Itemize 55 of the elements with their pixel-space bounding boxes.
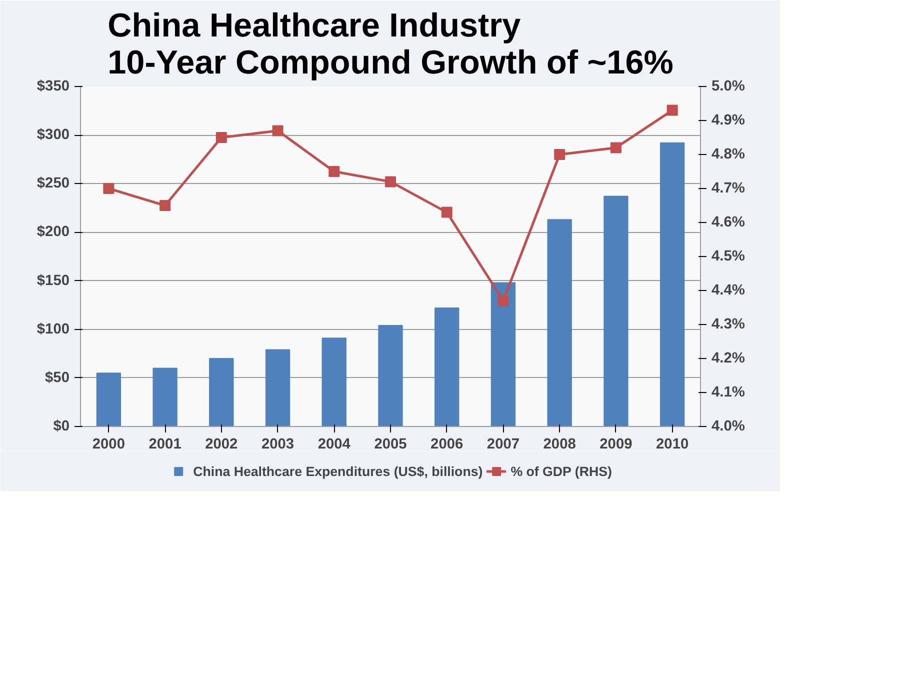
point	[666, 104, 678, 116]
x-tick-label: 2004	[318, 436, 352, 452]
y2-tick-label: 4.7%	[712, 180, 745, 196]
point	[498, 295, 509, 306]
point	[160, 200, 171, 211]
bar	[322, 338, 346, 426]
y2-tick-label: 4.9%	[712, 112, 745, 128]
x-tick-label: 2000	[92, 436, 125, 452]
y2-tick-label: 4.5%	[712, 248, 745, 264]
y-tick-label: $100	[36, 321, 70, 338]
y-tick-label: $300	[36, 127, 70, 144]
y2-tick-label: 4.3%	[712, 316, 745, 332]
point	[272, 125, 284, 136]
bar	[547, 219, 572, 426]
y2-tick-label: 4.4%	[712, 282, 745, 298]
bar	[152, 368, 178, 426]
y2-tick-label: 4.0%	[712, 418, 745, 434]
point	[328, 166, 340, 177]
x-tick-label: 2001	[148, 436, 182, 452]
y2-tick-label: 4.1%	[712, 384, 745, 400]
point	[441, 206, 452, 218]
x-tick-label: 2005	[374, 436, 407, 452]
legend-label: China Healthcare Expenditures (US$, billions)	[193, 464, 483, 478]
y2-tick-label: 4.2%	[712, 350, 745, 366]
bar	[490, 282, 516, 426]
bar	[378, 324, 403, 426]
point	[216, 132, 227, 143]
y-tick-label: $200	[36, 224, 70, 240]
chart-title: China Healthcare Industry 10-Year Compound Growth of ~16%	[108, 8, 674, 82]
legend-label: % of GDP (RHS)	[510, 464, 612, 478]
y2-tick-label: 4.6%	[712, 214, 745, 230]
y2-tick-label: 4.8%	[712, 146, 745, 162]
bar	[660, 142, 685, 426]
x-tick-label: 2008	[543, 436, 576, 452]
point	[554, 149, 566, 160]
bar	[209, 358, 234, 426]
x-tick-label: 2006	[430, 436, 464, 452]
y-tick-label: $0	[53, 418, 70, 434]
point	[610, 142, 622, 154]
x-tick-label: 2010	[656, 436, 689, 452]
bar	[96, 372, 122, 426]
bar	[604, 196, 628, 426]
y-tick-label: $250	[36, 176, 70, 192]
x-tick-label: 2007	[486, 436, 520, 452]
x-tick-label: 2002	[205, 436, 238, 452]
y-tick-label: $150	[36, 272, 70, 289]
x-tick-label: 2009	[600, 436, 632, 452]
y-tick-label: $350	[36, 78, 70, 94]
bar	[265, 349, 290, 426]
y2-tick-label: 5.0%	[712, 78, 745, 94]
x-tick-label: 2003	[261, 436, 294, 452]
point	[385, 176, 396, 188]
bar	[434, 307, 460, 426]
y-tick-label: $50	[45, 370, 70, 386]
point	[103, 183, 114, 194]
